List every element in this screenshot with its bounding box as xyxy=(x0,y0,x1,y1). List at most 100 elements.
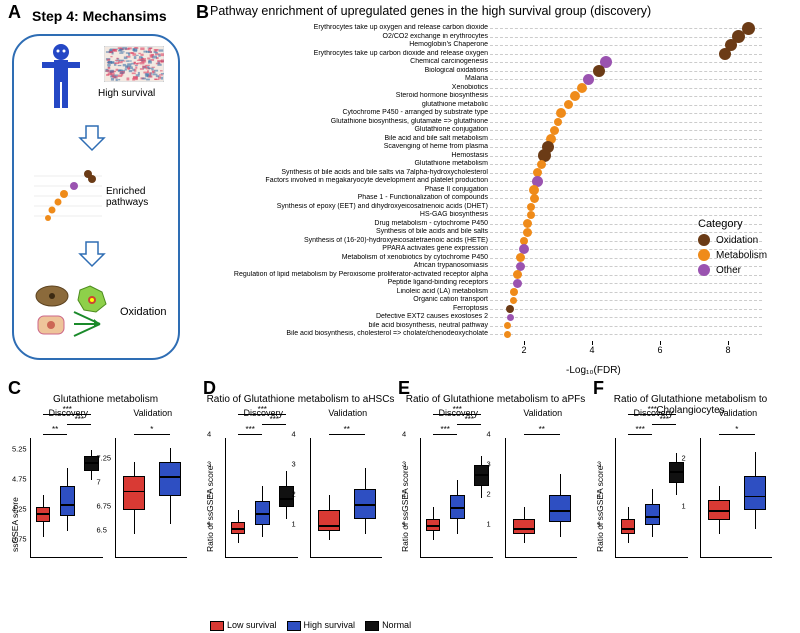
pathway-row: Biological oxidations xyxy=(196,67,796,76)
pathway-label: Malaria xyxy=(208,75,488,84)
boxplot-title: Ratio of Glutathione metabolism to aPFs xyxy=(398,394,593,405)
pathway-label: Metabolism of xenobiotics by cytochrome … xyxy=(208,254,488,263)
pathway-label: Regulation of lipid metabolism by Peroxi… xyxy=(208,271,488,280)
pathway-row: Glutathione conjugation xyxy=(196,126,796,135)
pathway-label: Synthesis of epoxy (EET) and dihydroxyei… xyxy=(208,203,488,212)
panel-e: Ratio of Glutathione metabolism to aPFsD… xyxy=(398,394,593,578)
pathway-label: Bile acid and bile salt metabolism xyxy=(208,135,488,144)
subplot-label: Validation xyxy=(505,408,582,418)
pathway-row: Hemoglobin's Chaperone xyxy=(196,41,796,50)
bottom-legend: Low survivalHigh survivalNormal xyxy=(210,620,411,631)
pathway-row: Glutathione biosynthesis, glutamate => g… xyxy=(196,118,796,127)
pathway-label: Xenobiotics xyxy=(208,84,488,93)
panel-d-label: D xyxy=(203,378,216,399)
pathway-label: Erythrocytes take up carbon dioxide and … xyxy=(208,50,488,59)
pathway-label: Chemical carcinogenesis xyxy=(208,58,488,67)
significance-label: *** xyxy=(264,415,284,424)
pathway-row: Ferroptosis xyxy=(196,305,796,314)
pathway-row: Steroid hormone biosynthesis xyxy=(196,92,796,101)
pathway-row: Erythrocytes take up oxygen and release … xyxy=(196,24,796,33)
pathway-label: Synthesis of bile acids and bile salts v… xyxy=(208,169,488,178)
pathway-dot xyxy=(513,270,522,279)
pathway-dot xyxy=(527,203,535,211)
legend-item: Metabolism xyxy=(698,249,788,261)
pathway-dot xyxy=(554,118,562,126)
pathway-row: Peptide ligand-binding receptors xyxy=(196,279,796,288)
legend-item: Other xyxy=(698,264,788,276)
legend-item: High survival xyxy=(287,620,356,631)
pathway-row: O2/CO2 exchange in erythrocytes xyxy=(196,33,796,42)
y-axis-label: ssGSEA score xyxy=(10,497,20,552)
pathway-dot xyxy=(510,297,517,304)
pathway-label: Linoleic acid (LA) metabolism xyxy=(208,288,488,297)
panel-c-label: C xyxy=(8,378,21,399)
pathway-label: Biological oxidations xyxy=(208,67,488,76)
legend-item: Normal xyxy=(365,620,411,631)
enriched-miniplot xyxy=(34,168,102,224)
panel-b-title: Pathway enrichment of upregulated genes … xyxy=(210,4,651,18)
pathway-label: Hemostasis xyxy=(208,152,488,161)
pathway-label: O2/CO2 exchange in erythrocytes xyxy=(208,33,488,42)
pathway-row: Linoleic acid (LA) metabolism xyxy=(196,288,796,297)
pathway-row: Organic cation transport xyxy=(196,296,796,305)
pathway-label: Steroid hormone biosynthesis xyxy=(208,92,488,101)
dotplot-area: Erythrocytes take up oxygen and release … xyxy=(196,22,796,372)
heatmap-icon xyxy=(104,46,164,82)
arrow-icon xyxy=(78,240,106,268)
panel-a-box: High survival Enriched pathways xyxy=(12,34,180,360)
significance-label: *** xyxy=(252,405,272,414)
pathway-row: Chemical carcinogenesis xyxy=(196,58,796,67)
pathway-label: Glutathione conjugation xyxy=(208,126,488,135)
oxidation-label: Oxidation xyxy=(120,306,166,318)
y-axis-label: Ratio of ssGSEA score xyxy=(595,466,605,552)
significance-label: * xyxy=(727,425,747,434)
pathway-dot xyxy=(564,100,573,109)
pathway-dot xyxy=(513,279,522,288)
significance-label: ** xyxy=(45,425,65,434)
subplot-label: Validation xyxy=(700,408,777,418)
enriched-label: Enriched pathways xyxy=(106,186,178,208)
pathway-label: Drug metabolism - cytochrome P450 xyxy=(208,220,488,229)
pathway-dot xyxy=(507,314,514,321)
significance-label: * xyxy=(142,425,162,434)
pathway-dot xyxy=(530,194,539,203)
pathway-dot xyxy=(516,253,525,262)
cells-icon xyxy=(30,282,120,338)
boxplot-title: Glutathione metabolism xyxy=(8,394,203,405)
pathway-label: PPARA activates gene expression xyxy=(208,245,488,254)
pathway-row: Hemostasis xyxy=(196,152,796,161)
pathway-label: Erythrocytes take up oxygen and release … xyxy=(208,24,488,33)
pathway-label: Ferroptosis xyxy=(208,305,488,314)
pathway-dot xyxy=(523,228,532,237)
pathway-row: Glutathione metabolism xyxy=(196,160,796,169)
pathway-dot xyxy=(510,288,518,296)
pathway-row: Defective EXT2 causes exostoses 2 xyxy=(196,313,796,322)
panel-a: Step 4: Mechansims High survival xyxy=(8,6,188,366)
pathway-row: glutathione metabolic xyxy=(196,101,796,110)
legend-item: Oxidation xyxy=(698,234,788,246)
pathway-label: Bile acid biosynthesis, cholesterol => c… xyxy=(208,330,488,339)
pathway-row: Phase II conjugation xyxy=(196,186,796,195)
panel-d: Ratio of Glutathione metabolism to aHSCs… xyxy=(203,394,398,578)
pathway-label: HS-GAG biosynthesis xyxy=(208,211,488,220)
pathway-dot xyxy=(523,219,532,228)
pathway-label: Cytochrome P450 - arranged by substrate … xyxy=(208,109,488,118)
significance-label: *** xyxy=(642,405,662,414)
panel-f-label: F xyxy=(593,378,604,399)
pathway-label: Synthesis of (16-20)-hydroxyeicosatetrae… xyxy=(208,237,488,246)
pathway-dot xyxy=(506,305,514,313)
subplot-label: Validation xyxy=(310,408,387,418)
significance-label: *** xyxy=(57,405,77,414)
panel-a-title: Step 4: Mechansims xyxy=(32,8,167,24)
pathway-row: Phase 1 - Functionalization of compounds xyxy=(196,194,796,203)
pathway-row: Cytochrome P450 - arranged by substrate … xyxy=(196,109,796,118)
subplot-label: Validation xyxy=(115,408,192,418)
significance-label: *** xyxy=(654,415,674,424)
pathway-row: Synthesis of epoxy (EET) and dihydroxyei… xyxy=(196,203,796,212)
significance-label: *** xyxy=(69,415,89,424)
legend-title: Category xyxy=(698,218,788,230)
panel-f: Ratio of Glutathione metabolism to Chola… xyxy=(593,394,788,578)
pathway-label: Scavenging of heme from plasma xyxy=(208,143,488,152)
b-xlabel: -Log₁₀(FDR) xyxy=(566,365,621,376)
pathway-dot xyxy=(527,211,535,219)
